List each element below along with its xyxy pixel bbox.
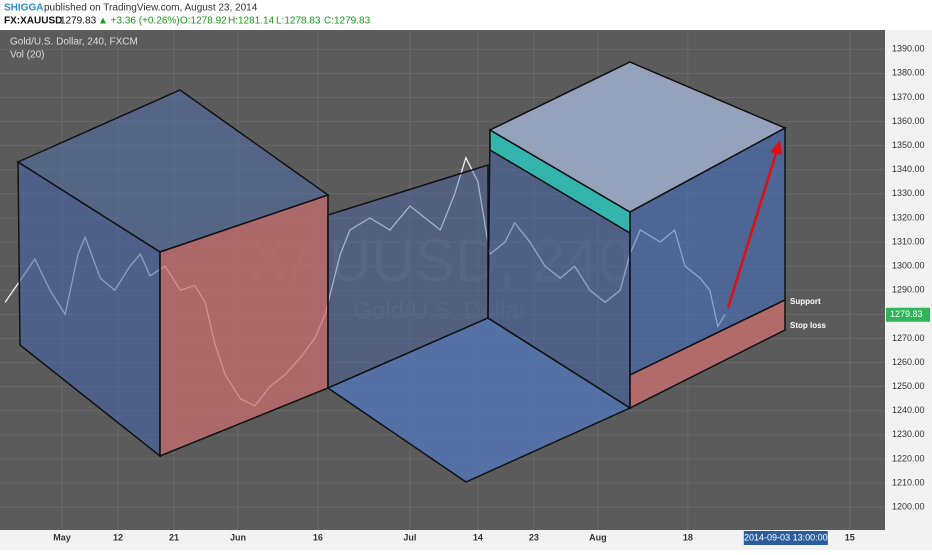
- x-tick-label: 21: [169, 532, 179, 542]
- y-tick-label: 1310.00: [892, 236, 925, 246]
- drawings: [16, 61, 787, 483]
- y-tick-label: 1240.00: [892, 405, 925, 415]
- y-tick-label: 1330.00: [892, 188, 925, 198]
- y-tick-label: 1390.00: [892, 44, 925, 54]
- y-tick-label: 1350.00: [892, 140, 925, 150]
- x-tick-label: Jul: [403, 532, 416, 542]
- x-tick-label: 15: [845, 532, 855, 542]
- x-tick-label: 14: [473, 532, 483, 542]
- chart-title: Gold/U.S. Dollar, 240, FXCM: [10, 37, 138, 48]
- stop-label: Stop loss: [790, 321, 827, 330]
- y-tick-label: 1210.00: [892, 477, 925, 487]
- y-tick-label: 1320.00: [892, 212, 925, 222]
- y-tick-label: 1340.00: [892, 164, 925, 174]
- symbol: FX:XAUUSD: [4, 16, 62, 27]
- chart-subtitle: Vol (20): [10, 50, 44, 61]
- target-arrow: [726, 149, 779, 309]
- y-tick-label: 1360.00: [892, 116, 925, 126]
- y-tick-label: 1230.00: [892, 429, 925, 439]
- y-tick-label: 1370.00: [892, 92, 925, 102]
- x-axis-bg: [0, 530, 885, 550]
- header-bg: [0, 0, 932, 30]
- y-tick-label: 1380.00: [892, 68, 925, 78]
- y-tick-label: 1290.00: [892, 285, 925, 295]
- y-tick-label: 1250.00: [892, 381, 925, 391]
- stop-zone: [629, 298, 786, 410]
- x-tick-label: 16: [313, 532, 323, 542]
- y-tick-label: 1300.00: [892, 261, 925, 271]
- author: SHIGGA: [4, 3, 43, 14]
- y-axis-bg: [885, 30, 932, 550]
- published: published on TradingView.com, August 23,…: [44, 3, 258, 14]
- last: 1279.83: [60, 16, 97, 27]
- x-tick-label: Aug: [589, 532, 607, 542]
- y-tick-label: 1270.00: [892, 333, 925, 343]
- low: L:1278.83: [276, 16, 321, 27]
- x-tick-label: May: [53, 532, 71, 542]
- x-tick-label: Jun: [230, 532, 246, 542]
- x-tick-label: 23: [529, 532, 539, 542]
- price-label: 1279.83: [890, 309, 923, 319]
- crosshair-box: [743, 531, 828, 545]
- y-tick-label: 1220.00: [892, 453, 925, 463]
- arrow-head: [770, 140, 782, 155]
- x-tick-label: 18: [683, 532, 693, 542]
- support-label: Support: [790, 297, 821, 306]
- price-box: [886, 307, 930, 322]
- close: C:1279.83: [324, 16, 371, 27]
- y-tick-label: 1260.00: [892, 357, 925, 367]
- change: ▲ +3.36 (+0.26%): [98, 16, 180, 27]
- high: H:1281.14: [228, 16, 275, 27]
- y-tick-label: 1200.00: [892, 501, 925, 511]
- crosshair-label: 2014-09-03 13:00:00: [744, 532, 828, 542]
- open: O:1278.92: [180, 16, 227, 27]
- x-tick-label: 12: [113, 532, 123, 542]
